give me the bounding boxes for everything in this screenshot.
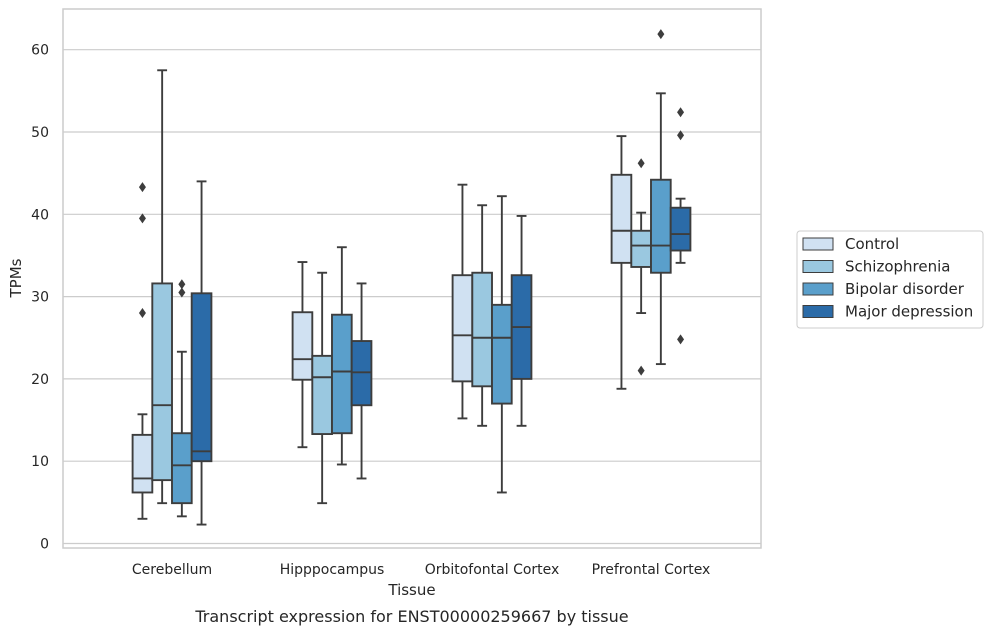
box-bipolar-disorder-3: [650, 29, 672, 366]
legend-swatch: [802, 305, 834, 318]
y-tick-label-30: 30: [31, 290, 49, 306]
outlier-point: [677, 130, 685, 141]
legend-label: Major depression: [845, 303, 973, 321]
outlier-point: [138, 182, 146, 193]
outlier-point: [677, 107, 685, 118]
x-tick-labels: Cerebellum Hipppocampus Orbitofontal Corte…: [132, 562, 710, 578]
outlier-point: [677, 334, 685, 345]
box-major-depression-1: [350, 282, 373, 480]
box-bipolar-disorder-1: [331, 246, 353, 466]
box-iqr: [311, 354, 333, 435]
box-iqr: [471, 271, 493, 388]
box-major-depression-0: [190, 180, 213, 526]
box-control-2: [451, 183, 474, 420]
box-control-1: [291, 261, 314, 449]
boxes: [131, 29, 692, 526]
legend-item-major-depression: Major depression: [802, 303, 973, 321]
box-major-depression-2: [510, 214, 533, 427]
box-iqr: [491, 303, 513, 405]
y-tick-label-60: 60: [31, 43, 49, 59]
box-bipolar-disorder-2: [491, 195, 513, 494]
y-axis-label: TPMs: [7, 258, 25, 298]
x-tick-label-prefrontal-cortex: Prefrontal Cortex: [592, 562, 711, 578]
x-tick-label-hipppocampus: Hipppocampus: [280, 562, 385, 578]
outlier-point: [178, 287, 186, 298]
box-iqr: [669, 206, 692, 252]
outlier-point: [138, 213, 146, 224]
y-tick-label-10: 10: [31, 454, 49, 470]
legend-item-schizophrenia: Schizophrenia: [802, 258, 950, 276]
legend: Control Schizophrenia Bipolar disorder Majo…: [796, 230, 984, 329]
legend-item-bipolar-disorder: Bipolar disorder: [802, 280, 965, 298]
y-tick-label-40: 40: [31, 207, 49, 223]
box-schizophrenia-3: [630, 158, 652, 376]
legend-label: Control: [845, 235, 899, 253]
outlier-point: [637, 365, 645, 376]
y-tick-label-0: 0: [40, 537, 49, 553]
box-iqr: [171, 432, 193, 505]
y-tick-labels: 0 10 20 30 40 50 60: [31, 43, 49, 553]
box-schizophrenia-1: [311, 271, 333, 505]
y-tick-label-20: 20: [31, 372, 49, 388]
x-axis-label: Tissue: [387, 581, 435, 599]
box-iqr: [131, 433, 154, 494]
box-iqr: [291, 311, 314, 381]
outlier-point: [637, 158, 645, 169]
box-control-0: [131, 182, 154, 520]
x-tick-label-orbitofontal-cortex: Orbitofontal Cortex: [425, 562, 560, 578]
box-iqr: [630, 229, 652, 268]
box-major-depression-3: [669, 107, 692, 345]
outlier-point: [178, 279, 186, 290]
legend-label: Schizophrenia: [845, 258, 950, 276]
plot-frame: [62, 8, 762, 549]
chart-caption: Transcript expression for ENST0000025966…: [194, 607, 628, 626]
legend-label: Bipolar disorder: [845, 280, 965, 298]
box-schizophrenia-0: [151, 69, 173, 505]
x-tick-label-cerebellum: Cerebellum: [132, 562, 212, 578]
box-iqr: [190, 292, 213, 463]
legend-swatch: [802, 237, 834, 251]
legend-swatch: [802, 260, 834, 273]
box-iqr: [151, 282, 173, 482]
legend-item-control: Control: [802, 235, 899, 253]
box-iqr: [451, 274, 474, 383]
outlier-point: [138, 308, 146, 319]
box-bipolar-disorder-0: [171, 279, 193, 518]
box-schizophrenia-2: [471, 204, 493, 427]
legend-swatch: [802, 282, 834, 296]
y-tick-label-50: 50: [31, 125, 49, 141]
box-iqr: [331, 313, 353, 435]
outlier-point: [657, 29, 665, 40]
box-iqr: [650, 178, 672, 274]
box-control-3: [610, 135, 633, 390]
box-iqr: [610, 173, 633, 264]
plot-border: [62, 8, 762, 549]
legend-frame: [796, 230, 984, 329]
